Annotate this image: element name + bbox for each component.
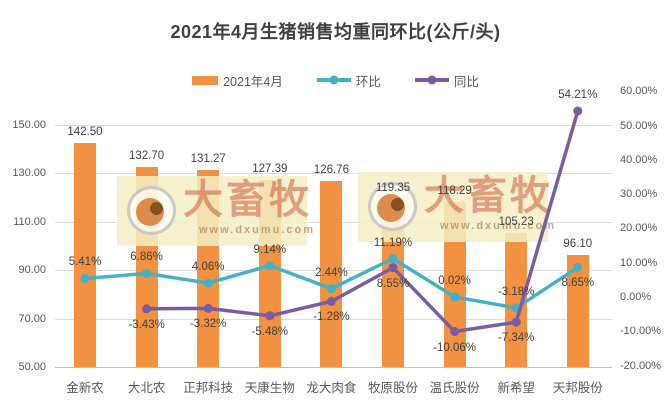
bar-value-label: 131.27 — [190, 153, 226, 166]
legend-label: 同比 — [453, 74, 479, 89]
chart-title: 2021年4月生猪销售均重同环比(公斤/头) — [170, 22, 501, 42]
x-axis-category-label: 新希望 — [497, 381, 535, 395]
y-axis-left-tick-label: 90.00 — [18, 264, 46, 277]
tongbi-value-label: -7.34% — [497, 332, 535, 345]
legend: 2021年4月 环比 同比 — [0, 71, 671, 89]
bar-金新农 — [74, 143, 96, 367]
huanbi-value-label: 2.44% — [315, 266, 348, 279]
x-axis-category-label: 温氏股份 — [429, 381, 480, 395]
y-axis-left-tick-label: 130.00 — [12, 167, 46, 180]
huanbi-value-label: 8.65% — [561, 277, 595, 290]
watermark-brand: 大畜牧 — [183, 178, 312, 222]
y-axis-right-tick-label: -10.00% — [620, 325, 661, 338]
y-axis-left-tick-label: 70.00 — [18, 312, 46, 325]
legend-bar-swatch-icon — [192, 75, 219, 85]
x-axis-category-label: 天邦股份 — [552, 381, 603, 395]
tongbi-value-label: -3.43% — [128, 318, 165, 331]
huanbi-value-label: 6.86% — [130, 251, 163, 264]
legend-item-bar: 2021年4月 — [192, 71, 283, 90]
watermark-url: www.dxumu.com — [199, 224, 316, 236]
huanbi-value-label: -3.18% — [497, 285, 535, 298]
y-axis-left-tick-label: 50.00 — [18, 361, 46, 373]
bar-value-label: 96.10 — [563, 238, 593, 251]
legend-label: 2021年4月 — [223, 74, 283, 89]
bar-value-label: 132.70 — [129, 149, 165, 162]
y-axis-right-tick-label: 10.00% — [620, 256, 658, 269]
legend-line-marker-icon — [414, 75, 449, 85]
tongbi-value-label: -3.32% — [189, 318, 227, 331]
x-axis-line — [55, 367, 612, 368]
legend-item-huanbi: 环比 — [316, 71, 381, 90]
bar-value-label: 105.23 — [498, 216, 534, 229]
x-axis-category-label: 正邦科技 — [183, 381, 234, 395]
bar-value-label: 119.35 — [375, 182, 411, 195]
legend-line-marker-icon — [316, 75, 351, 85]
x-axis-category-label: 天康生物 — [244, 381, 295, 395]
bar-value-label: 118.29 — [437, 184, 472, 197]
tongbi-value-label: 8.55% — [376, 277, 410, 290]
huanbi-value-label: 0.02% — [438, 274, 471, 287]
bar-value-label: 126.76 — [313, 164, 349, 177]
bar-新希望 — [505, 233, 528, 367]
tongbi-value-label: -10.06% — [433, 341, 477, 354]
watermark: 大畜牧 www.dxumu.com — [117, 176, 313, 246]
y-axis-right-tick-label: 60.00% — [620, 85, 658, 98]
dxumu-logo-icon — [127, 186, 176, 235]
bar-value-label: 142.50 — [67, 126, 103, 139]
huanbi-value-label: 9.14% — [253, 243, 287, 256]
huanbi-value-label: 5.41% — [68, 256, 102, 269]
tongbi-value-label: -5.48% — [251, 325, 289, 338]
y-axis-right-tick-label: -20.00% — [620, 359, 661, 372]
y-axis-right-tick-label: 30.00% — [620, 188, 658, 201]
gridline — [55, 125, 612, 126]
y-axis-left-tick-label: 110.00 — [13, 215, 46, 228]
y-axis-right-tick-label: 0.00% — [620, 291, 652, 303]
tongbi-value-label: -1.28% — [313, 311, 350, 324]
x-axis-category-label: 金新农 — [66, 381, 104, 395]
y-axis-left-tick-label: 150.00 — [12, 119, 46, 131]
legend-item-tongbi: 同比 — [414, 71, 479, 90]
tongbi-point — [573, 106, 583, 116]
y-axis-right-tick-label: 20.00% — [620, 222, 658, 235]
x-axis-category-label: 牧原股份 — [367, 381, 419, 395]
huanbi-value-label: 4.06% — [191, 261, 225, 274]
y-axis-right-tick-label: 50.00% — [620, 119, 658, 132]
x-axis-category-label: 大北农 — [127, 381, 166, 395]
legend-label: 环比 — [355, 74, 381, 89]
x-axis-category-label: 龙大肉食 — [306, 381, 357, 395]
bar-天邦股份 — [566, 255, 589, 367]
huanbi-value-label: 11.19% — [373, 236, 413, 249]
bar-value-label: 127.39 — [252, 162, 288, 175]
tongbi-value-label: 54.21% — [558, 89, 598, 102]
y-axis-right-tick-label: 40.00% — [620, 153, 658, 166]
